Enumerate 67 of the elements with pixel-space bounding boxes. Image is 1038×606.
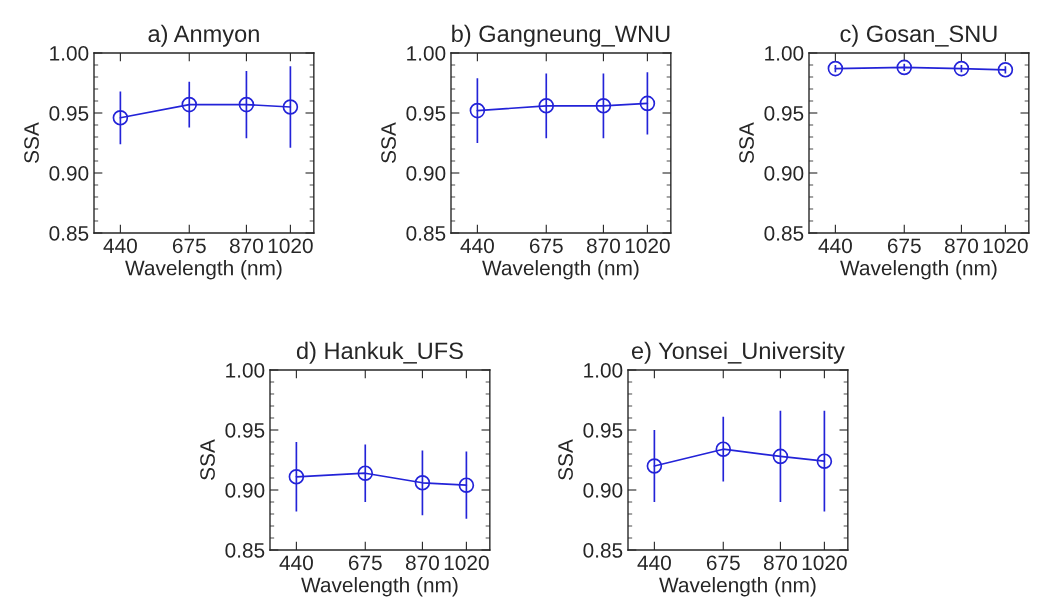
y-tick-label: 0.95 — [225, 423, 265, 438]
y-axis-title: SSA — [558, 439, 573, 480]
point — [458, 477, 475, 493]
y-tick-label: 0.95 — [406, 106, 446, 121]
y-tick-label: 0.85 — [583, 543, 623, 558]
x-axis-title: Wavelength (nm) — [301, 577, 458, 597]
y-tick-label: 0.85 — [49, 226, 89, 241]
y-tick-label: 1.00 — [765, 46, 804, 61]
x-tick-label: 675 — [348, 555, 382, 571]
chart-title: b) Gangneung_WNU — [452, 24, 670, 47]
y-tick-label: 0.90 — [49, 166, 89, 181]
point — [112, 110, 129, 126]
x-tick-label: 1020 — [625, 238, 670, 254]
x-tick-label: 440 — [279, 555, 313, 571]
point — [181, 96, 198, 113]
x-tick-label: 1020 — [983, 238, 1028, 254]
point — [288, 469, 305, 485]
x-tick-label: 870 — [229, 238, 263, 254]
y-tick-label: 0.90 — [583, 483, 623, 498]
y-tick-label: 1.00 — [226, 363, 265, 378]
point — [357, 465, 374, 481]
point — [646, 458, 663, 474]
x-tick-label: 870 — [586, 238, 620, 254]
x-axis-title: Wavelength (nm) — [482, 260, 639, 280]
y-tick-label: 0.90 — [764, 166, 804, 181]
y-tick-label: 0.85 — [764, 226, 804, 241]
x-tick-label: 1020 — [802, 555, 847, 571]
x-tick-label: 675 — [887, 238, 921, 254]
y-tick-label: 0.90 — [406, 166, 446, 181]
x-axis-title: Wavelength (nm) — [659, 577, 816, 597]
x-tick-label: 675 — [529, 238, 563, 254]
y-tick-label: 1.00 — [584, 363, 623, 378]
point — [414, 475, 431, 491]
chart-title: e) Yonsei_University — [631, 341, 845, 364]
point — [282, 99, 299, 115]
x-tick-label: 1020 — [444, 555, 489, 571]
x-tick-label: 440 — [637, 555, 671, 571]
x-tick-label: 440 — [460, 238, 494, 254]
chart-title: a) Anmyon — [148, 24, 259, 47]
chart-title: d) Hankuk_UFS — [296, 341, 463, 364]
x-tick-label: 440 — [103, 238, 137, 254]
x-tick-label: 870 — [763, 555, 797, 571]
x-tick-label: 1020 — [268, 238, 313, 254]
x-tick-label: 675 — [706, 555, 740, 571]
point — [715, 441, 732, 457]
x-axis-title: Wavelength (nm) — [125, 260, 282, 280]
y-axis-title: SSA — [24, 122, 39, 163]
x-tick-label: 440 — [818, 238, 852, 254]
y-axis-title: SSA — [200, 439, 215, 480]
x-tick-label: 870 — [944, 238, 978, 254]
point — [238, 96, 255, 113]
point — [772, 448, 789, 465]
y-tick-label: 0.95 — [583, 423, 623, 438]
y-tick-label: 1.00 — [50, 46, 89, 61]
x-axis-title: Wavelength (nm) — [840, 260, 997, 280]
y-tick-label: 0.85 — [406, 226, 446, 241]
y-axis-title: SSA — [739, 122, 754, 163]
y-tick-label: 0.90 — [225, 483, 265, 498]
y-axis-title: SSA — [381, 122, 396, 163]
y-tick-label: 1.00 — [407, 46, 446, 61]
y-tick-label: 0.85 — [225, 543, 265, 558]
chart-title: c) Gosan_SNU — [840, 24, 997, 47]
x-tick-label: 675 — [172, 238, 206, 254]
x-tick-label: 870 — [405, 555, 439, 571]
y-tick-label: 0.95 — [49, 106, 89, 121]
point — [816, 453, 833, 469]
y-tick-label: 0.95 — [764, 106, 804, 121]
